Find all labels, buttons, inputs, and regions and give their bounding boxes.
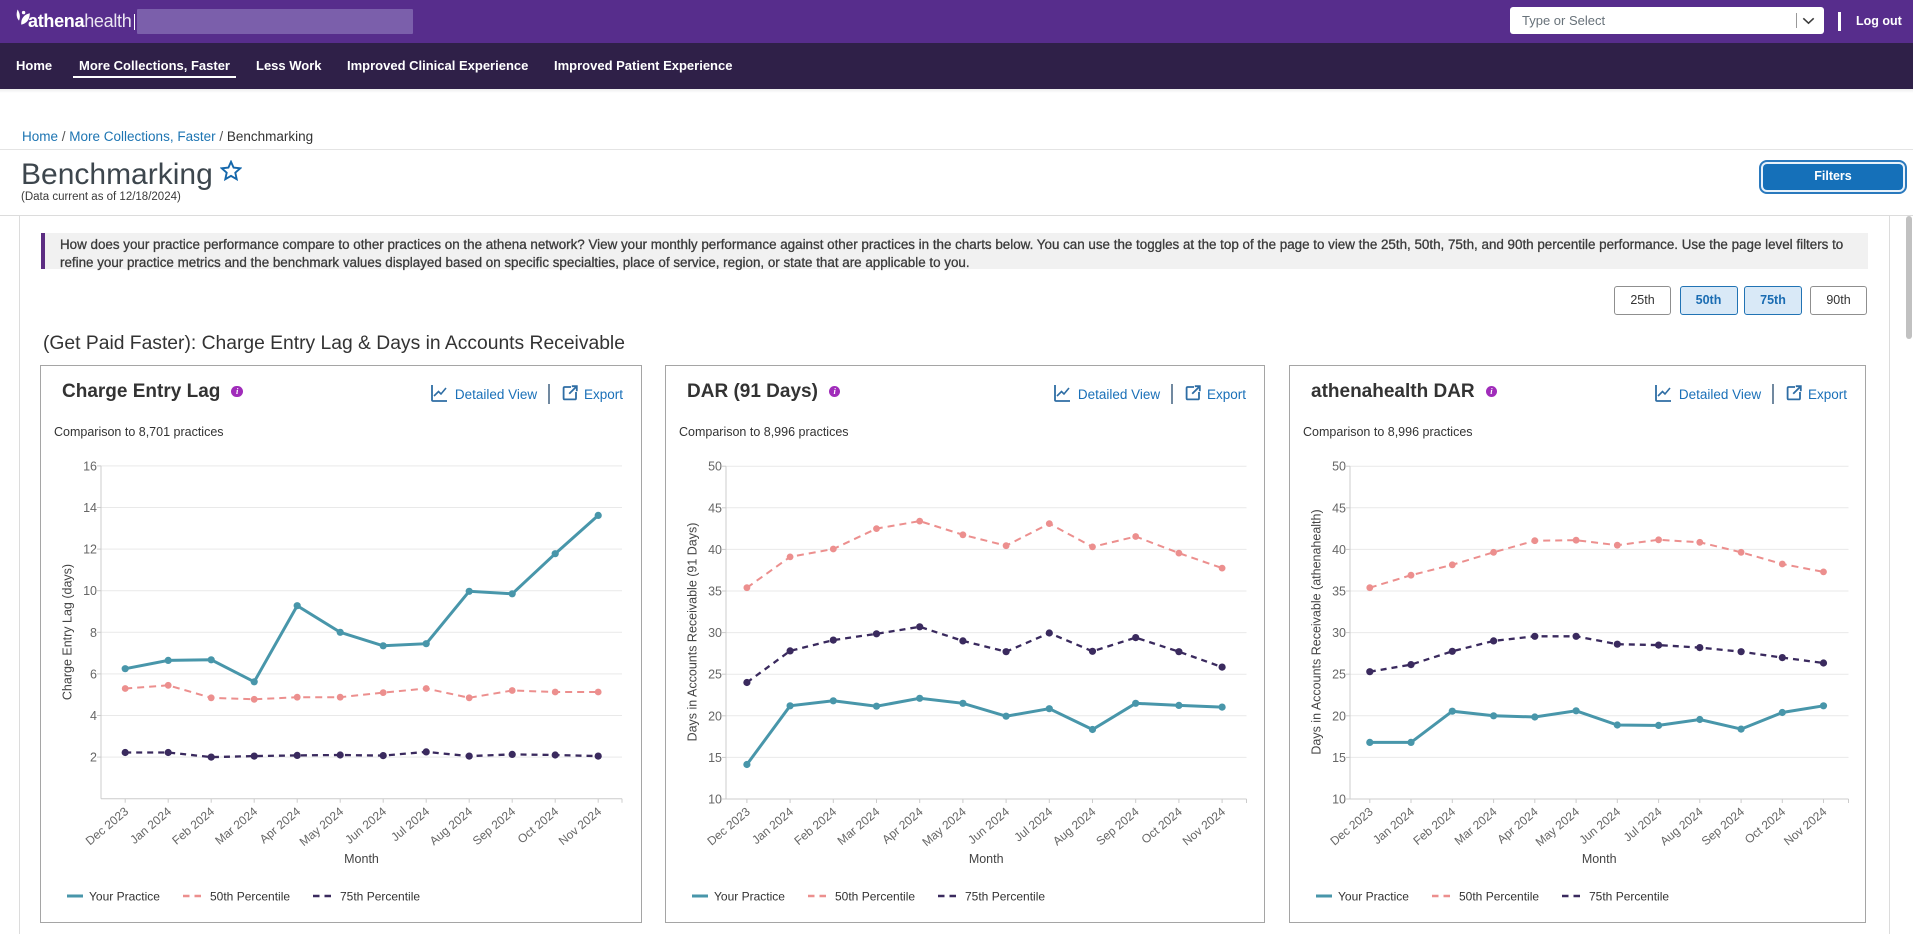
svg-text:Month: Month	[1582, 852, 1617, 866]
svg-text:Nov 2024: Nov 2024	[1180, 804, 1229, 848]
svg-text:Dec 2023: Dec 2023	[704, 804, 753, 848]
svg-text:May 2024: May 2024	[919, 804, 969, 849]
svg-text:Oct 2024: Oct 2024	[1139, 804, 1186, 846]
svg-text:50th Percentile: 50th Percentile	[210, 890, 290, 904]
svg-text:Charge Entry Lag (days): Charge Entry Lag (days)	[61, 564, 75, 700]
svg-text:Aug 2024: Aug 2024	[427, 804, 476, 848]
svg-text:12: 12	[83, 543, 97, 557]
svg-text:30: 30	[708, 626, 722, 640]
svg-text:Oct 2024: Oct 2024	[1742, 804, 1789, 846]
svg-text:15: 15	[708, 751, 722, 765]
svg-text:Jun 2024: Jun 2024	[342, 804, 389, 847]
svg-text:Your Practice: Your Practice	[1338, 890, 1409, 904]
svg-text:Jan 2024: Jan 2024	[127, 804, 174, 847]
svg-text:Mar 2024: Mar 2024	[1452, 804, 1500, 848]
svg-text:50: 50	[708, 460, 722, 474]
svg-text:Sep 2024: Sep 2024	[1093, 804, 1142, 848]
svg-text:Jun 2024: Jun 2024	[1576, 804, 1623, 847]
svg-text:Your Practice: Your Practice	[89, 890, 160, 904]
svg-text:35: 35	[1332, 585, 1346, 599]
svg-text:20: 20	[1332, 709, 1346, 723]
svg-text:75th Percentile: 75th Percentile	[340, 890, 420, 904]
svg-text:Dec 2023: Dec 2023	[1327, 804, 1376, 848]
svg-text:Feb 2024: Feb 2024	[791, 804, 839, 848]
svg-text:Jul 2024: Jul 2024	[1011, 804, 1055, 844]
svg-text:Apr 2024: Apr 2024	[879, 804, 926, 846]
svg-text:Days in Accounts Receivable (a: Days in Accounts Receivable (athenahealt…	[1310, 509, 1324, 754]
svg-text:Apr 2024: Apr 2024	[257, 804, 304, 846]
svg-text:Your Practice: Your Practice	[714, 890, 785, 904]
svg-text:Feb 2024: Feb 2024	[1410, 804, 1458, 848]
svg-text:Nov 2024: Nov 2024	[556, 804, 605, 848]
svg-text:75th Percentile: 75th Percentile	[1589, 890, 1669, 904]
svg-text:50th Percentile: 50th Percentile	[1459, 890, 1539, 904]
svg-text:Sep 2024: Sep 2024	[470, 804, 519, 848]
svg-text:Mar 2024: Mar 2024	[835, 804, 883, 848]
svg-text:40: 40	[1332, 543, 1346, 557]
svg-text:10: 10	[83, 584, 97, 598]
svg-text:Jan 2024: Jan 2024	[1370, 804, 1417, 847]
svg-text:4: 4	[90, 709, 97, 723]
svg-text:8: 8	[90, 626, 97, 640]
svg-text:20: 20	[708, 709, 722, 723]
svg-text:Aug 2024: Aug 2024	[1657, 804, 1706, 848]
svg-text:Oct 2024: Oct 2024	[515, 804, 562, 846]
svg-text:10: 10	[1332, 793, 1346, 807]
svg-text:2: 2	[90, 751, 97, 765]
svg-text:Month: Month	[344, 852, 379, 866]
svg-text:Days in Accounts Receivable (9: Days in Accounts Receivable (91 Days)	[686, 523, 700, 742]
svg-text:6: 6	[90, 667, 97, 681]
svg-text:Nov 2024: Nov 2024	[1781, 804, 1830, 848]
svg-text:50: 50	[1332, 460, 1346, 474]
svg-text:Feb 2024: Feb 2024	[169, 804, 217, 848]
svg-text:Mar 2024: Mar 2024	[212, 804, 260, 848]
svg-text:May 2024: May 2024	[1533, 804, 1583, 849]
svg-text:35: 35	[708, 585, 722, 599]
svg-text:10: 10	[708, 793, 722, 807]
svg-text:Jan 2024: Jan 2024	[749, 804, 796, 847]
svg-text:Jun 2024: Jun 2024	[965, 804, 1012, 847]
svg-text:Month: Month	[969, 852, 1004, 866]
svg-text:May 2024: May 2024	[297, 804, 347, 849]
svg-text:Jul 2024: Jul 2024	[388, 804, 432, 844]
svg-text:Sep 2024: Sep 2024	[1699, 804, 1748, 848]
svg-text:Dec 2023: Dec 2023	[83, 804, 132, 848]
svg-text:45: 45	[1332, 501, 1346, 515]
svg-text:50th Percentile: 50th Percentile	[835, 890, 915, 904]
svg-text:45: 45	[708, 501, 722, 515]
svg-text:15: 15	[1332, 751, 1346, 765]
svg-text:25: 25	[708, 668, 722, 682]
svg-text:30: 30	[1332, 626, 1346, 640]
svg-text:25: 25	[1332, 668, 1346, 682]
svg-text:Aug 2024: Aug 2024	[1050, 804, 1099, 848]
svg-text:16: 16	[83, 459, 97, 473]
svg-text:40: 40	[708, 543, 722, 557]
svg-text:14: 14	[83, 501, 97, 515]
svg-text:75th Percentile: 75th Percentile	[965, 890, 1045, 904]
